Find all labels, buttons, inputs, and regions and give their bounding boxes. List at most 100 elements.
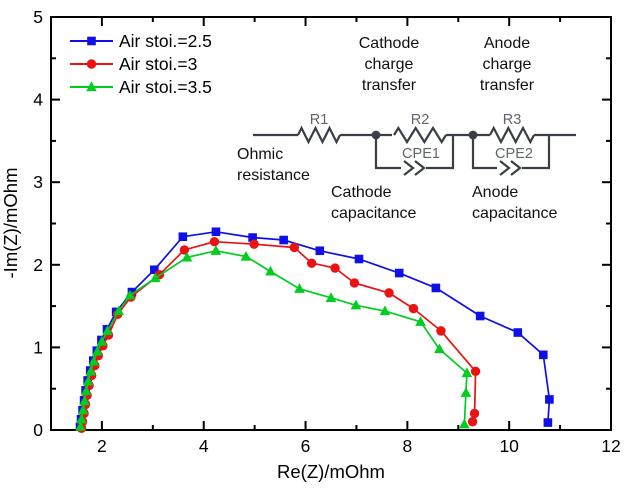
data-marker-triangle xyxy=(92,345,103,356)
data-marker-triangle xyxy=(415,316,426,326)
x-tick-label: 10 xyxy=(499,436,519,456)
label-R3: R3 xyxy=(503,112,522,128)
data-marker-triangle xyxy=(76,413,87,424)
legend-item-1: Air stoi.=2.5 xyxy=(70,31,212,51)
resistor-R1 xyxy=(297,125,341,145)
y-axis-title: -Im(Z)/mOhm xyxy=(0,168,21,279)
data-marker-circle xyxy=(349,278,360,288)
annotation-cathode-charge-transfer-line: charge xyxy=(365,56,414,73)
annotation-anode-charge-transfer-line: transfer xyxy=(480,77,535,94)
data-marker-triangle xyxy=(434,343,445,354)
y-tick-label: 5 xyxy=(33,7,43,27)
y-tick-label: 1 xyxy=(33,337,43,357)
cpe2-branch-right xyxy=(522,135,551,170)
data-marker-triangle xyxy=(240,250,252,261)
data-marker-square xyxy=(431,283,441,293)
legend-marker-triangle xyxy=(86,81,97,92)
legend-item-3: Air stoi.=3.5 xyxy=(70,77,212,97)
data-marker-triangle xyxy=(461,367,473,378)
x-tick-label: 12 xyxy=(601,436,620,456)
legend-label: Air stoi.=3.5 xyxy=(119,77,212,97)
y-tick-label: 2 xyxy=(33,255,43,275)
annotation-cathode-charge-transfer-line: transfer xyxy=(362,77,417,94)
data-marker-triangle xyxy=(79,395,90,406)
data-marker-circle xyxy=(249,239,259,249)
legend-label: Air stoi.=2.5 xyxy=(119,31,212,51)
label-CPE2: CPE2 xyxy=(495,146,533,162)
cpe1-branch-left xyxy=(374,135,401,170)
data-marker-triangle xyxy=(88,355,100,366)
data-marker-triangle xyxy=(124,289,136,300)
data-marker-square xyxy=(545,395,554,404)
data-marker-square xyxy=(178,232,188,242)
data-marker-triangle xyxy=(96,336,108,346)
data-marker-circle xyxy=(467,417,478,427)
label-R2: R2 xyxy=(411,112,430,128)
cpe-chevron xyxy=(510,160,522,176)
cpe2-branch-left xyxy=(471,135,497,170)
cpe-chevron xyxy=(499,160,511,176)
x-tick-label: 4 xyxy=(199,436,209,456)
data-marker-triangle xyxy=(150,272,161,283)
annotation-ohmic-resistance-line: resistance xyxy=(237,167,310,184)
data-marker-triangle xyxy=(75,421,86,431)
data-marker-circle xyxy=(209,236,220,247)
data-marker-triangle xyxy=(325,292,337,302)
data-marker-square xyxy=(354,254,364,264)
data-marker-triangle xyxy=(85,365,97,376)
data-marker-triangle xyxy=(265,265,276,276)
data-marker-triangle xyxy=(113,305,125,316)
data-marker-circle xyxy=(470,366,481,377)
equivalent-circuit: R1 R2 R3 CPE1 CPE2 Cathode charge transfer Anode… xyxy=(237,35,576,222)
data-marker-square xyxy=(315,246,325,256)
resistor-R2 xyxy=(393,125,447,145)
data-marker-square xyxy=(211,227,221,237)
legend-item-2: Air stoi.=3 xyxy=(70,54,197,74)
data-marker-square xyxy=(538,350,548,360)
legend: Air stoi.=2.5 Air stoi.=3 Air stoi.=3.5 xyxy=(70,31,212,97)
data-marker-square xyxy=(150,265,159,275)
data-marker-triangle xyxy=(350,299,362,310)
label-R1: R1 xyxy=(310,112,329,128)
data-marker-circle xyxy=(408,303,419,314)
series-line-circle xyxy=(80,240,477,429)
data-marker-square xyxy=(127,287,137,297)
data-marker-circle xyxy=(384,288,394,298)
resistor-R3 xyxy=(489,125,535,145)
legend-marker-circle xyxy=(86,59,97,69)
data-marker-square xyxy=(543,418,553,427)
data-marker-triangle xyxy=(459,418,470,429)
data-marker-circle xyxy=(330,263,340,273)
annotation-cathode-capacitance-line: capacitance xyxy=(331,205,416,222)
data-marker-circle xyxy=(289,242,300,253)
data-marker-triangle xyxy=(80,385,92,396)
y-tick-label: 4 xyxy=(33,90,43,110)
x-tick-label: 8 xyxy=(402,436,412,456)
legend-marker-square xyxy=(87,36,96,46)
cpe1-branch-right xyxy=(426,135,455,170)
data-marker-square xyxy=(475,311,485,321)
data-marker-circle xyxy=(469,408,480,419)
data-marker-circle xyxy=(436,326,446,336)
data-marker-circle xyxy=(306,258,317,268)
x-tick-label: 6 xyxy=(301,436,311,456)
data-marker-square xyxy=(513,328,523,337)
annotation-anode-charge-transfer-line: charge xyxy=(483,56,532,73)
series-1 xyxy=(75,227,554,431)
annotation-anode-capacitance-line: capacitance xyxy=(472,205,557,222)
x-tick-label: 2 xyxy=(97,436,107,456)
data-marker-triangle xyxy=(379,305,391,316)
annotation-anode-charge-transfer-line: Anode xyxy=(484,35,530,52)
data-marker-square xyxy=(394,268,404,278)
data-marker-triangle xyxy=(102,325,113,335)
data-marker-square xyxy=(248,233,257,242)
series-3 xyxy=(75,245,473,431)
data-marker-triangle xyxy=(82,375,94,386)
annotation-cathode-charge-transfer-line: Cathode xyxy=(359,35,420,52)
annotation-ohmic-resistance-line: Ohmic xyxy=(237,146,283,163)
data-marker-triangle xyxy=(181,251,193,262)
annotation-cathode-capacitance-line: Cathode xyxy=(331,184,392,201)
y-tick-label: 3 xyxy=(33,172,43,192)
